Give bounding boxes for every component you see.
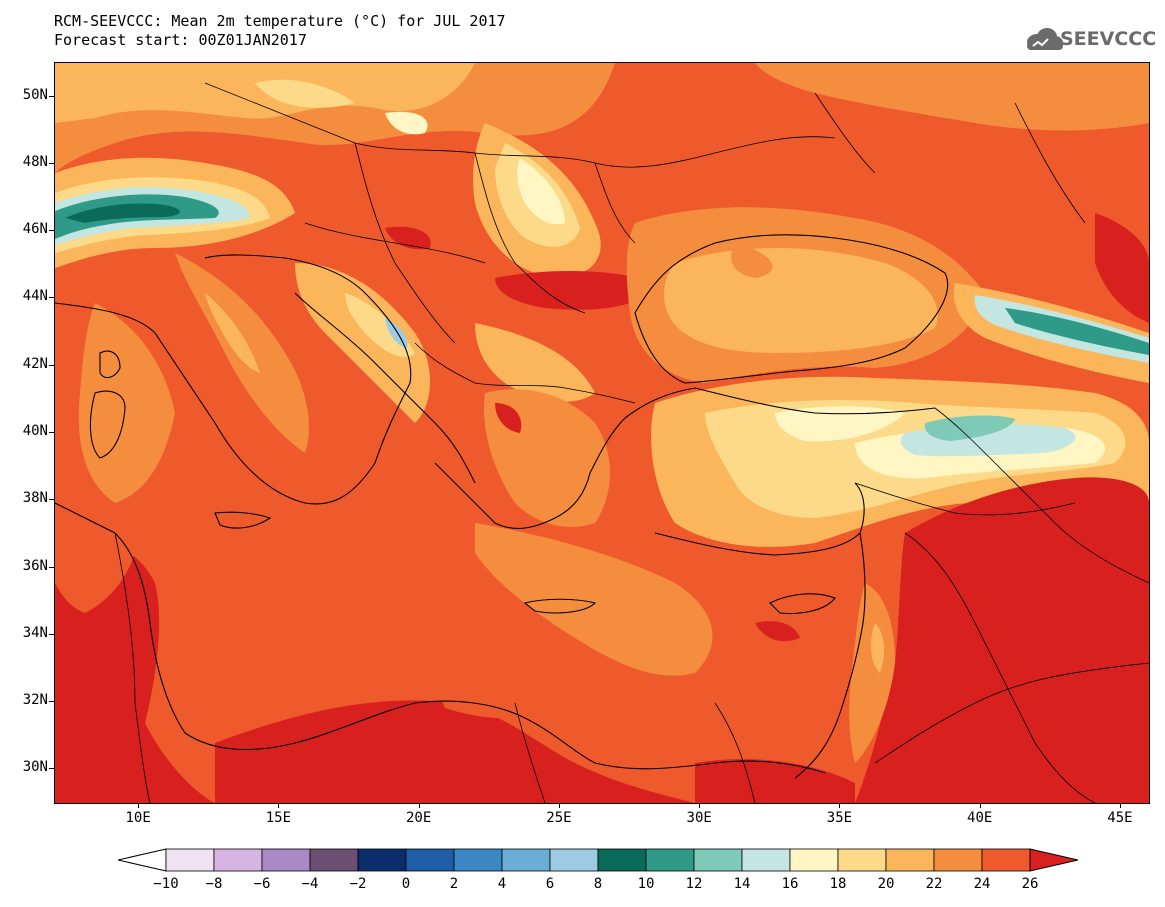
colorbar-label: 26 (1021, 876, 1039, 892)
colorbar-label: 6 (545, 876, 555, 892)
colorbar-swatch (405, 848, 455, 872)
colorbar-label: −10 (153, 876, 179, 892)
temperature-map (54, 62, 1150, 804)
colorbar-label: 4 (497, 876, 507, 892)
colorbar-label: 14 (733, 876, 751, 892)
lon-tick (979, 803, 981, 808)
colorbar-min-arrow (118, 848, 167, 872)
lon-label: 35E (826, 810, 853, 826)
lat-tick (49, 432, 54, 433)
lat-label: 38N (22, 490, 48, 507)
colorbar-swatch (309, 848, 359, 872)
colorbar-swatch (837, 848, 887, 872)
colorbar-label: −8 (205, 876, 223, 892)
lon-label: 30E (686, 810, 712, 826)
colorbar-swatch (597, 848, 647, 872)
colorbar-label: 22 (925, 876, 943, 892)
colorbar-label: 24 (973, 876, 991, 892)
colorbar-max-arrow (1029, 848, 1078, 872)
lat-label: 34N (22, 624, 48, 641)
lon-tick (138, 803, 140, 808)
colorbar (118, 848, 1078, 872)
title-line-1: RCM-SEEVCCC: Mean 2m temperature (°C) fo… (54, 12, 506, 30)
lat-label: 42N (22, 355, 48, 372)
colorbar-swatch (645, 848, 695, 872)
lon-tick (839, 803, 841, 808)
lat-label: 46N (22, 221, 48, 238)
colorbar-label: 0 (401, 876, 411, 892)
colorbar-swatch (165, 848, 215, 872)
lon-tick (1119, 803, 1121, 808)
title-line-2: Forecast start: 00Z01JAN2017 (54, 31, 307, 49)
colorbar-swatch (693, 848, 743, 872)
colorbar-swatch (885, 848, 935, 872)
colorbar-label: −6 (253, 876, 271, 892)
colorbar-swatch (933, 848, 983, 872)
colorbar-label: 12 (685, 876, 703, 892)
lon-label: 10E (125, 810, 151, 826)
lon-label: 15E (265, 810, 292, 826)
lon-label: 25E (546, 810, 572, 826)
colorbar-swatch (741, 848, 791, 872)
colorbar-label: −2 (349, 876, 367, 892)
lon-label: 45E (1107, 810, 1133, 826)
lat-label: 40N (22, 423, 48, 439)
lon-label: 40E (967, 810, 993, 826)
colorbar-swatch (453, 848, 503, 872)
colorbar-swatch (549, 848, 599, 872)
map-field (55, 63, 1149, 803)
lat-tick (49, 364, 54, 366)
lat-label: 30N (22, 759, 48, 776)
seevccc-logo (1027, 28, 1063, 50)
lat-label: 44N (22, 288, 48, 305)
lat-label: 48N (22, 153, 48, 170)
cloud-icon (1027, 28, 1063, 50)
colorbar-label: 20 (877, 876, 895, 892)
lon-label: 20E (406, 810, 432, 826)
lat-label: 50N (22, 86, 48, 103)
colorbar-swatch (357, 848, 407, 872)
colorbar-swatch (981, 848, 1031, 872)
lat-tick (49, 566, 54, 568)
colorbar-label: 10 (637, 876, 655, 892)
lon-tick (699, 803, 701, 808)
lat-tick (49, 499, 54, 501)
lat-label: 36N (22, 557, 48, 574)
colorbar-label: −4 (301, 876, 319, 892)
lat-tick (49, 162, 54, 164)
logo-text: SEEVCCC (1060, 28, 1157, 50)
colorbar-swatch (213, 848, 263, 872)
lat-tick (49, 95, 54, 97)
colorbar-swatch (501, 848, 551, 872)
colorbar-label: 18 (829, 876, 847, 892)
colorbar-label: 16 (781, 876, 799, 892)
lat-tick (49, 701, 54, 703)
lat-tick (49, 633, 54, 635)
lon-tick (558, 803, 560, 808)
colorbar-label: 2 (449, 876, 459, 892)
lat-tick (49, 230, 54, 232)
lat-label: 32N (22, 692, 48, 709)
colorbar-swatch (261, 848, 311, 872)
lon-tick (278, 803, 280, 808)
lon-tick (418, 803, 420, 808)
lat-tick (49, 768, 54, 770)
colorbar-label: 8 (593, 876, 603, 892)
colorbar-swatch (789, 848, 839, 872)
lat-tick (49, 297, 54, 299)
